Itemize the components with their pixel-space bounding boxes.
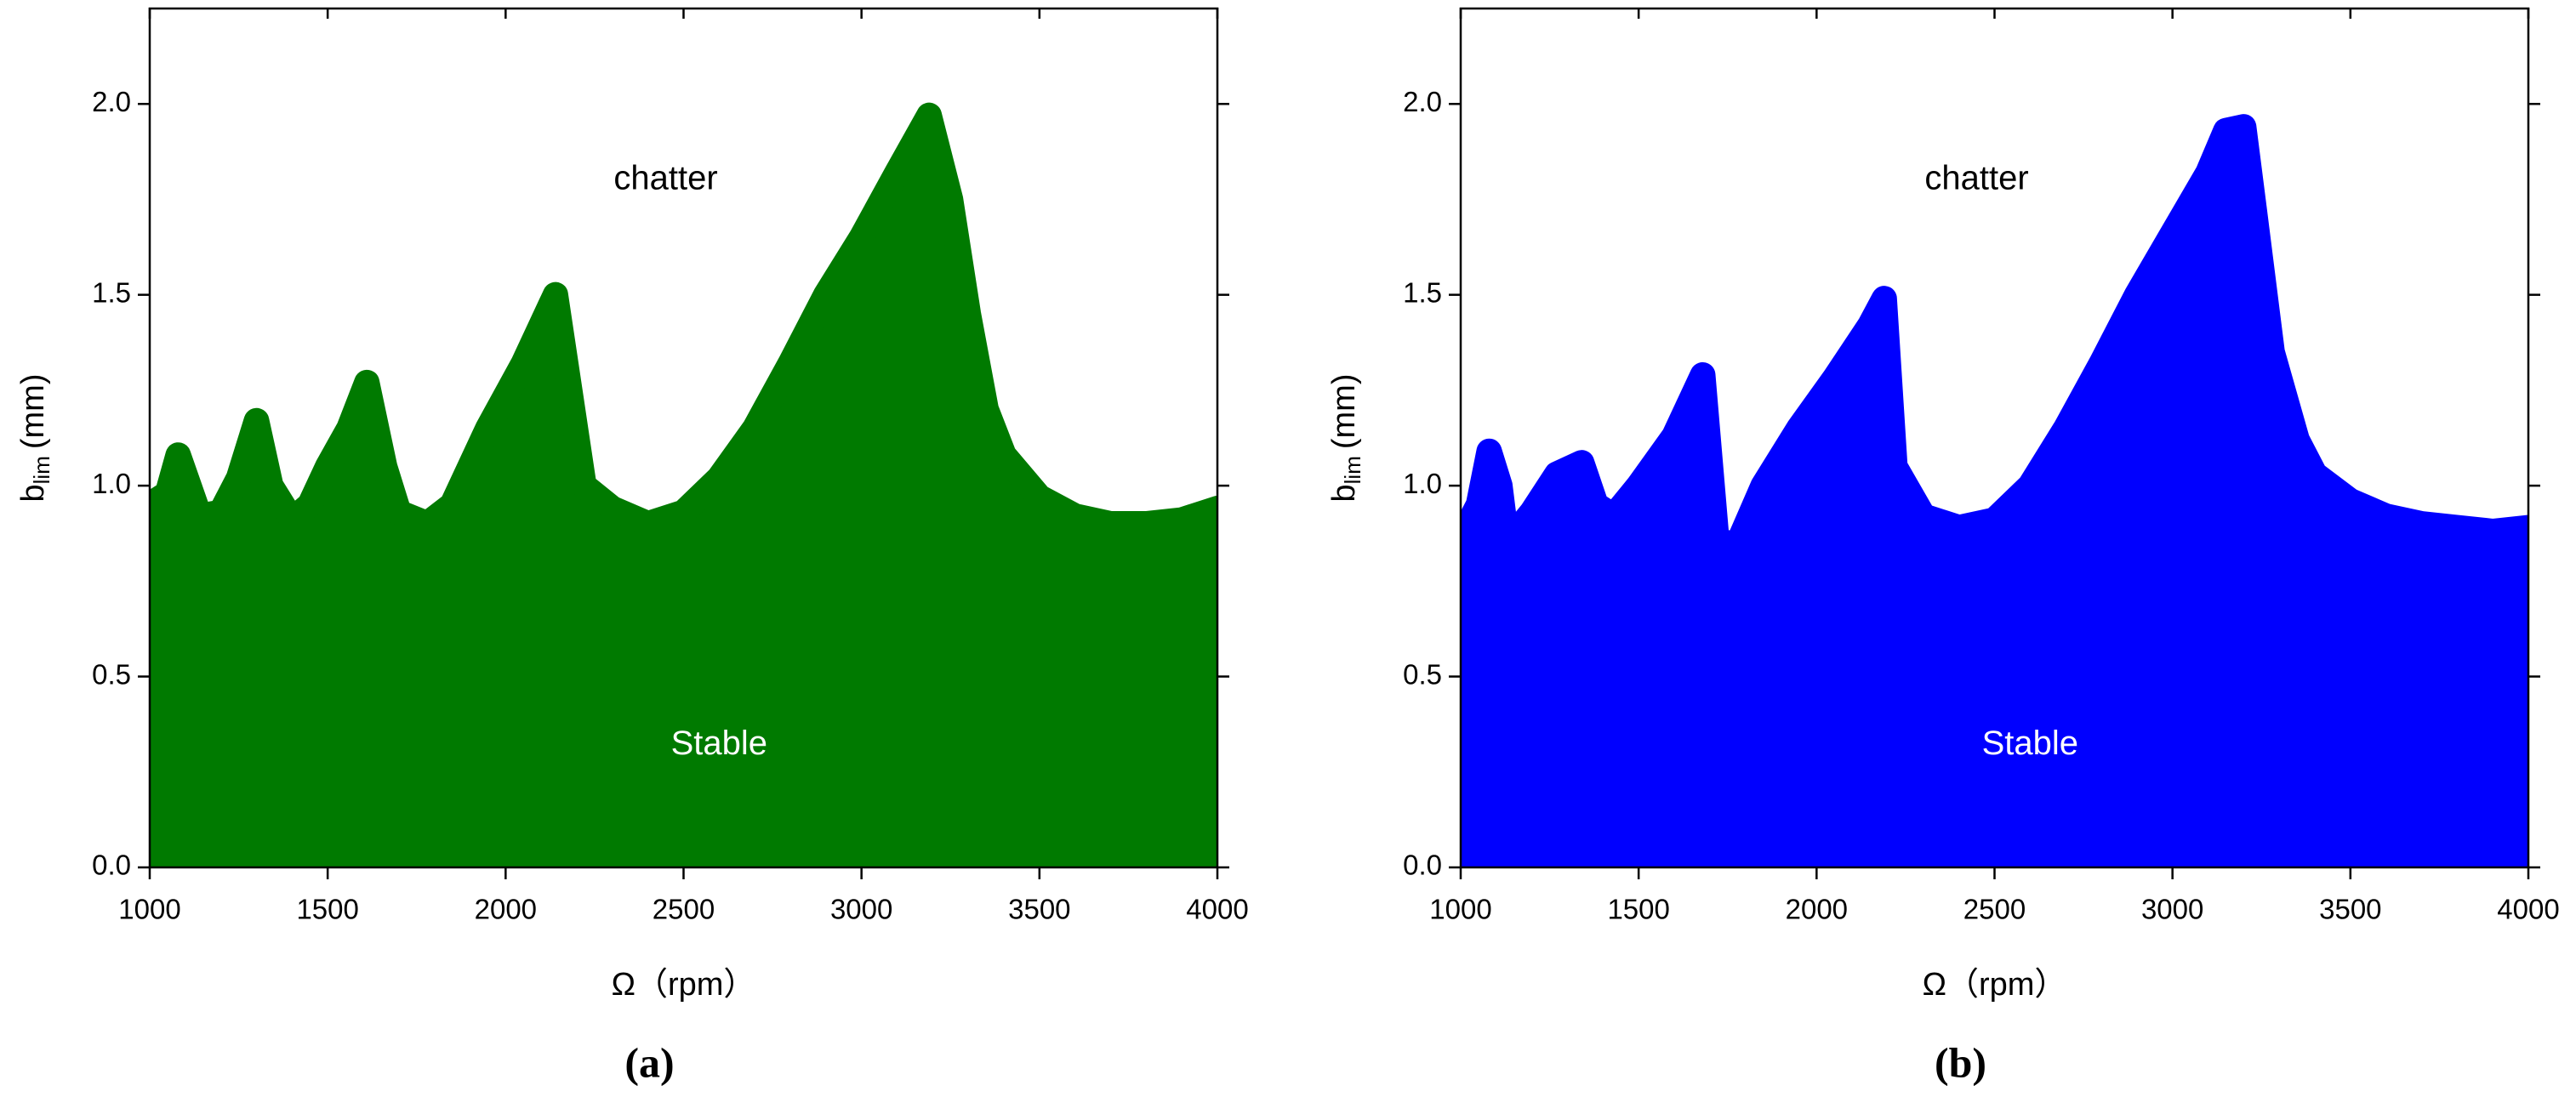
annotation: Stable: [1982, 725, 2078, 762]
annotation: Stable: [671, 725, 767, 762]
area-fill: [150, 115, 1217, 867]
x-tick-label: 1000: [118, 894, 180, 925]
y-axis-label: blim (mm): [15, 374, 54, 503]
y-label-unit: (mm): [1326, 374, 1362, 450]
y-tick-label: 1.5: [1403, 276, 1442, 308]
x-tick-label: 4000: [2497, 894, 2559, 925]
y-tick-label: 2.0: [92, 86, 131, 117]
y-tick-label: 1.5: [92, 276, 131, 308]
y-tick-label: 0.0: [92, 850, 131, 881]
x-tick-label: 3000: [2141, 894, 2203, 925]
chart-panel: 0.0 0.5 1.0 1.5 2.0 1000 1500 2000 2500 3000 3500 4…: [1326, 7, 2560, 1086]
y-axis-label: blim (mm): [1326, 374, 1365, 503]
x-tick-label: 3000: [830, 894, 892, 925]
x-tick-label: 1500: [1607, 894, 1669, 925]
annotation: chatter: [1924, 160, 2028, 197]
panel-label: (a): [624, 1038, 674, 1086]
panel-label: (b): [1935, 1038, 1986, 1086]
annotation: chatter: [613, 160, 717, 197]
x-tick-label: 1500: [296, 894, 358, 925]
x-axis-label: Ω（rpm）: [1923, 967, 2067, 1003]
area-group: [150, 102, 1217, 867]
y-label-sub: lim: [1340, 456, 1365, 484]
x-tick-label: 2500: [1963, 894, 2026, 925]
y-tick-label: 1.0: [92, 468, 131, 499]
x-tick-label: 2500: [653, 894, 715, 925]
y-tick-label: 2.0: [1403, 86, 1442, 117]
x-axis-label: Ω（rpm）: [612, 967, 756, 1003]
area-line: [150, 102, 1217, 537]
area-line: [1461, 114, 2528, 556]
x-tick-label: 1000: [1429, 894, 1491, 925]
x-tick-label: 3500: [2319, 894, 2381, 925]
y-tick-label: 0.5: [92, 658, 131, 690]
y-tick-label: 1.0: [1403, 468, 1442, 499]
y-label-base: b: [1326, 484, 1362, 502]
x-tick-label: 3500: [1008, 894, 1070, 925]
y-label-unit: (mm): [15, 374, 51, 450]
x-tick-label: 2000: [1786, 894, 1848, 925]
y-label-base: b: [15, 484, 51, 502]
x-tick-label: 2000: [475, 894, 537, 925]
y-tick-label: 0.0: [1403, 850, 1442, 881]
y-tick-label: 0.5: [1403, 658, 1442, 690]
y-label-sub: lim: [29, 456, 54, 484]
area-group: [1461, 114, 2528, 867]
x-tick-label: 4000: [1186, 894, 1248, 925]
chart-panel: 0.0 0.5 1.0 1.5 2.0 1000 1500 2000 2500 3000 3500 4…: [15, 7, 1249, 1086]
